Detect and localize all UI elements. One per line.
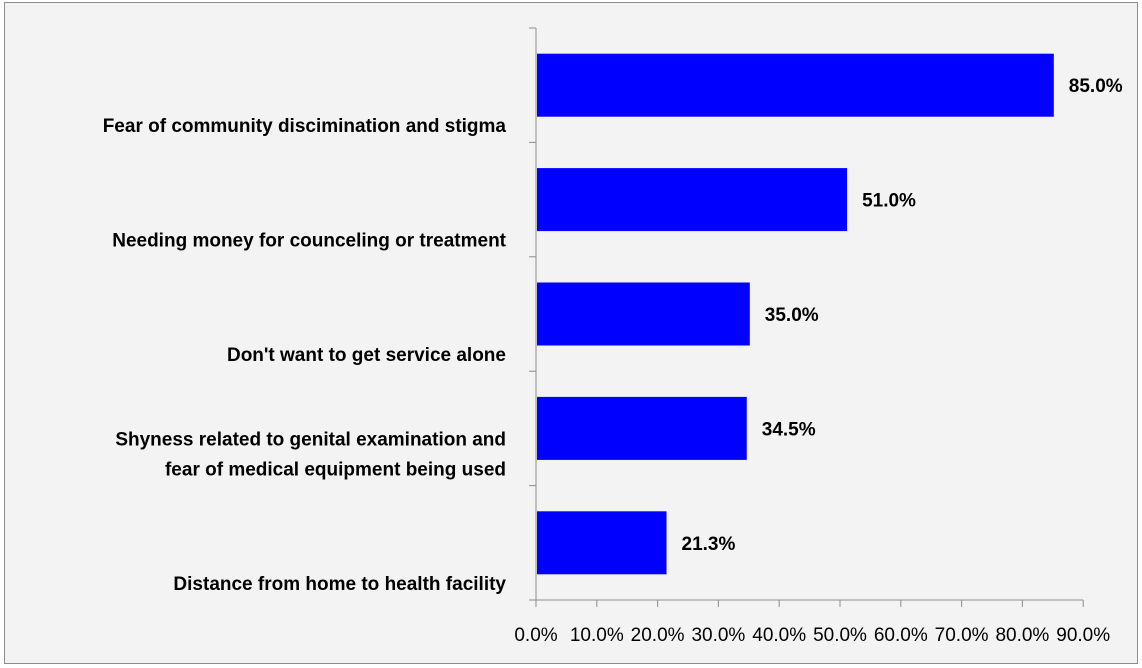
- bar: [537, 511, 667, 575]
- bar: [537, 282, 750, 346]
- category-label: Shyness related to genital examination a…: [115, 429, 506, 450]
- data-label: 21.3%: [682, 534, 736, 555]
- data-label: 35.0%: [765, 305, 819, 326]
- x-tick-label: 10.0%: [570, 625, 624, 646]
- data-label: 51.0%: [862, 191, 916, 212]
- bar: [537, 396, 747, 460]
- category-label: Don't want to get service alone: [227, 345, 506, 366]
- x-tick-label: 30.0%: [691, 625, 745, 646]
- data-label: 34.5%: [762, 419, 816, 440]
- bar: [537, 168, 848, 232]
- x-tick-label: 50.0%: [813, 625, 867, 646]
- x-tick-label: 20.0%: [631, 625, 685, 646]
- category-label: Fear of community discimination and stig…: [103, 116, 507, 137]
- x-tick-label: 40.0%: [752, 625, 806, 646]
- x-tick-label: 60.0%: [874, 625, 928, 646]
- bar: [537, 53, 1054, 117]
- x-tick-label: 90.0%: [1056, 625, 1110, 646]
- data-label: 85.0%: [1069, 76, 1123, 97]
- x-tick-label: 80.0%: [995, 625, 1049, 646]
- category-label: Distance from home to health facility: [173, 574, 506, 595]
- x-tick-label: 0.0%: [514, 625, 557, 646]
- category-label: fear of medical equipment being used: [165, 459, 506, 480]
- x-tick-label: 70.0%: [935, 625, 989, 646]
- category-label: Needing money for counceling or treatmen…: [112, 231, 506, 252]
